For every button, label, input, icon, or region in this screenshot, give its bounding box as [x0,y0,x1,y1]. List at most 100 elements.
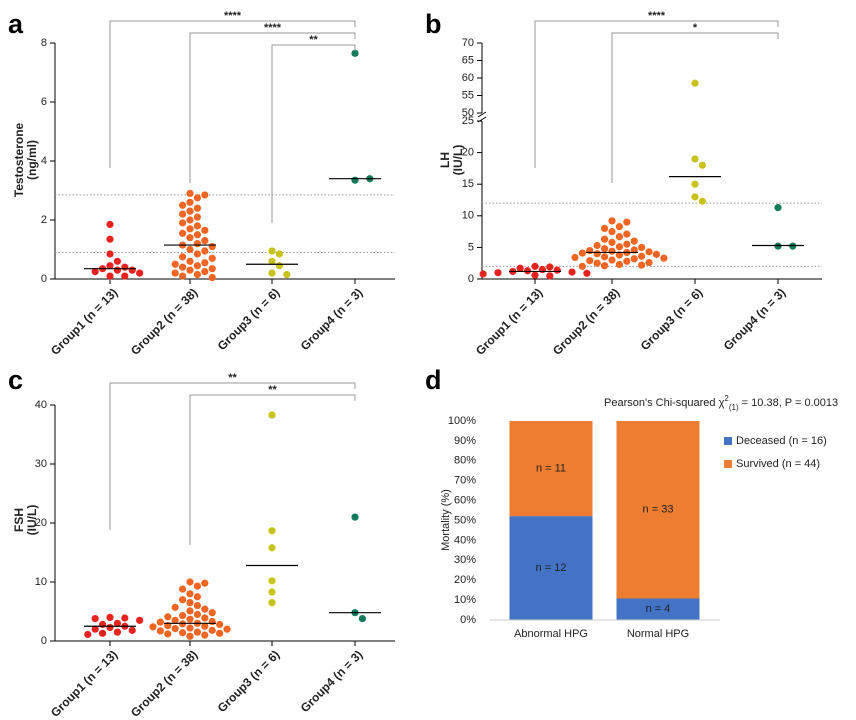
subtitle-part: (1) [729,403,739,412]
data-point [615,243,624,251]
data-point [691,79,699,87]
data-point [201,622,209,630]
y-tick-label: 10% [454,594,476,606]
data-point [623,230,631,238]
data-point [600,262,609,270]
data-point [630,255,638,263]
data-point [208,626,216,634]
data-point [106,613,114,622]
y-axis-label: (ng/ml) [25,140,39,180]
data-point [275,250,284,258]
data-point [186,225,194,233]
data-point [186,590,194,598]
data-point [171,603,179,611]
data-point [531,262,539,270]
data-point [178,219,187,227]
y-tick-label: 70% [454,475,476,487]
data-point [91,614,99,623]
data-point [351,513,359,521]
legend-swatch [724,460,732,468]
data-point [208,617,216,626]
y-tick-label: 60 [462,72,474,84]
data-point [106,262,114,270]
data-point [600,245,609,253]
data-point [201,631,209,639]
data-point [268,411,276,419]
data-point [178,253,187,261]
data-point [178,263,187,271]
data-point [600,224,609,233]
panel-label: c [8,365,23,395]
data-point [178,201,187,209]
data-point [593,241,601,250]
y-tick-label: 0 [468,273,474,285]
data-point [186,207,194,215]
segment-label: n = 33 [643,504,674,516]
y-tick-label: 0 [41,635,47,647]
data-point [638,252,646,260]
significance-label: ** [309,34,318,46]
data-point [608,217,616,225]
data-point [698,161,707,169]
data-point [186,189,194,198]
data-point [171,260,179,268]
y-axis-label: (IU/L) [25,505,39,536]
data-point [208,273,216,282]
data-point [106,623,114,632]
data-point [164,630,172,638]
y-tick-label: 55 [462,89,474,101]
data-point [106,272,114,280]
data-point [208,254,216,262]
data-point [358,614,367,623]
data-point [546,263,554,271]
subtitle-part: 2 [724,394,729,403]
data-point [578,249,586,257]
data-point [516,264,524,272]
data-point [531,271,539,279]
data-point [186,599,194,607]
data-point [615,251,624,259]
significance-bracket [271,44,356,223]
data-point [106,235,114,243]
x-tick-label: Group2 (n = 38) [128,285,200,357]
data-point [268,257,276,265]
data-point [268,527,276,535]
data-point [283,270,291,279]
data-point [186,245,194,254]
x-tick-label: Normal HPG [627,628,689,640]
data-point [121,614,129,622]
data-point [98,620,107,629]
data-point [106,250,114,258]
significance-label: ** [268,384,277,396]
data-point [479,270,487,278]
data-point [113,619,122,627]
y-axis-label: Testosterone [12,122,26,197]
y-tick-label: 25 [462,115,474,127]
data-point [623,257,631,265]
bar-segment [616,598,700,620]
data-point [608,238,616,246]
data-point [201,605,209,613]
legend-label: Deceased (n = 16) [736,435,827,447]
segment-label: n = 12 [536,562,567,574]
data-point [608,227,616,236]
data-point [201,247,209,255]
data-point [84,630,92,639]
data-point [275,262,284,270]
data-point [268,247,276,255]
significance-label: **** [264,22,282,34]
y-tick-label: 50 [462,107,474,119]
data-point [546,272,554,280]
significance-bracket [189,394,356,545]
subtitle-part: = 10.38, P = 0.0013 [739,397,839,409]
y-tick-label: 40% [454,534,476,546]
data-point [149,623,157,631]
y-tick-label: 2 [41,214,47,226]
data-point [630,246,638,254]
data-point [351,49,359,57]
data-point [193,270,202,279]
y-tick-label: 65 [462,54,474,66]
x-tick-label: Group3 (n = 6) [638,285,706,353]
x-tick-label: Group1 (n = 13) [48,285,120,357]
